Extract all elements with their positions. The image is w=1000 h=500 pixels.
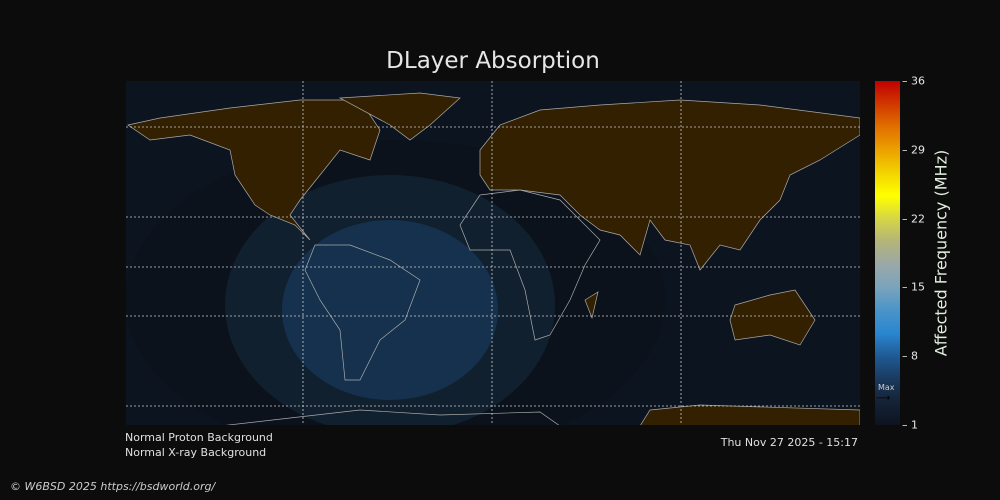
absorption-zone-high	[282, 220, 498, 400]
antarctica-west	[225, 409, 560, 425]
north-america	[127, 99, 381, 241]
timestamp: Thu Nov 27 2025 - 15:17	[720, 436, 858, 449]
australia	[729, 289, 816, 346]
colorbar-tick: – 22	[902, 212, 925, 226]
colorbar-label: Affected Frequency (MHz)	[931, 149, 951, 357]
colorbar-tick: – 1	[902, 418, 918, 432]
map-title: DLayer Absorption	[386, 48, 600, 74]
colorbar-tick: – 36	[902, 74, 925, 88]
colorbar-tick: – 8	[902, 349, 918, 363]
absorption-map	[126, 81, 860, 425]
max-marker-label: Max	[878, 383, 895, 392]
south-america	[304, 244, 421, 381]
credit: © W6BSD 2025 https://bsdworld.org/	[10, 480, 216, 493]
colorbar-tick: – 29	[902, 143, 925, 157]
eurasia	[479, 99, 860, 271]
max-marker-arrow-icon: ⟶	[876, 393, 891, 404]
graticule	[126, 81, 860, 425]
colorbar	[875, 81, 900, 425]
xray-status: Normal X-ray Background	[125, 446, 267, 459]
proton-status: Normal Proton Background	[125, 431, 273, 444]
greenland	[338, 92, 461, 141]
colorbar-tick: – 15	[902, 280, 925, 294]
africa	[459, 189, 601, 341]
madagascar	[584, 291, 599, 320]
